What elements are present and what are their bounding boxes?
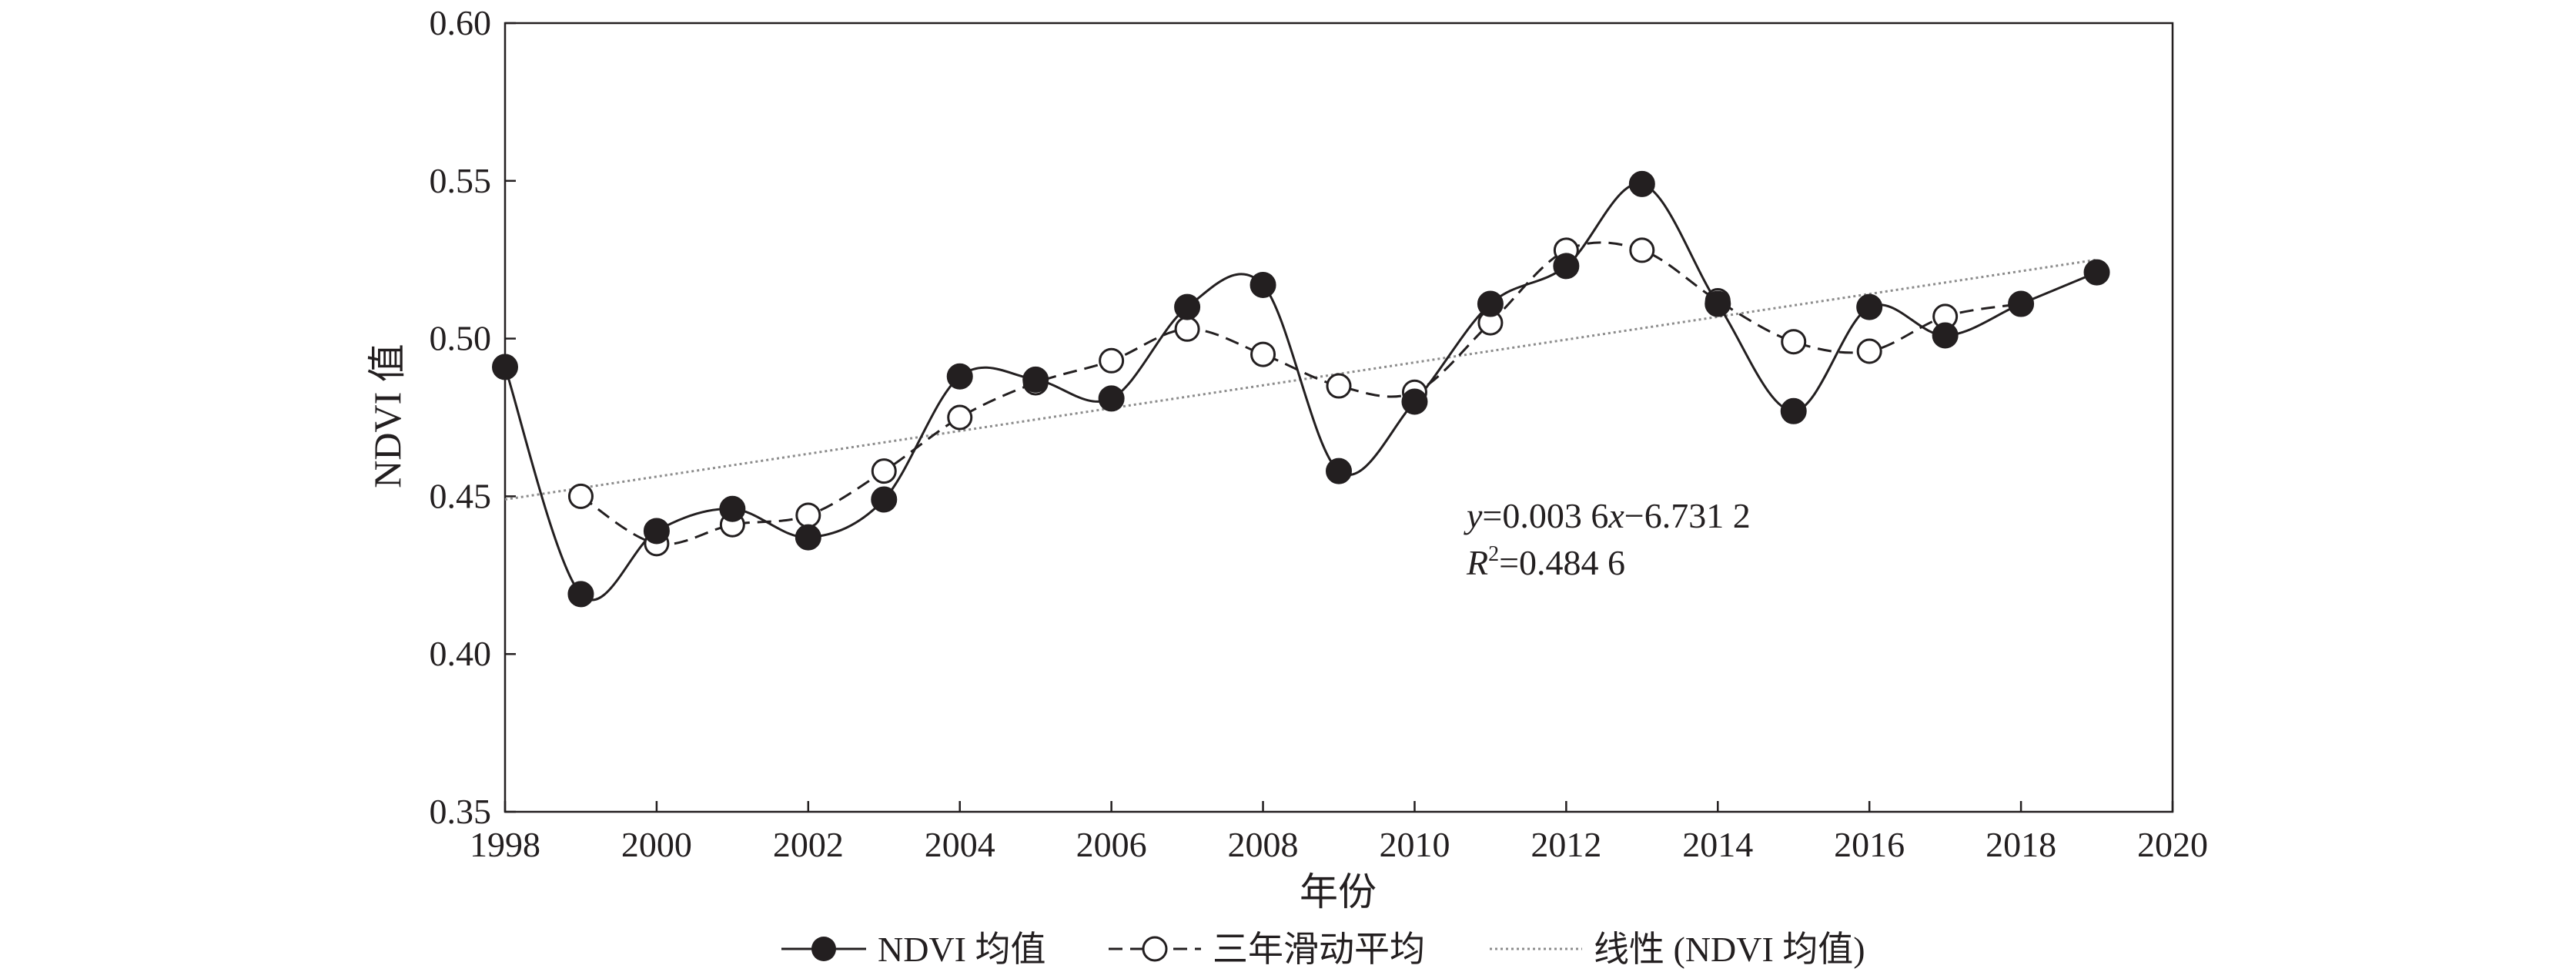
- r2-superscript: 2: [1488, 542, 1499, 566]
- x-tick-label: 2010: [1379, 825, 1450, 864]
- y-tick-label: 0.55: [430, 161, 492, 200]
- ndvi-mean-point: [1022, 366, 1049, 393]
- ndvi-mean-point: [1401, 388, 1428, 415]
- eq-y-var: y: [1464, 496, 1483, 535]
- annotation-layer: y=0.003 6x−6.731 2 R2=0.484 6: [1464, 496, 1751, 582]
- eq-slope: =0.003 6: [1482, 496, 1608, 535]
- ndvi-mean-point: [1628, 170, 1655, 197]
- moving-average-point: [871, 458, 897, 484]
- legend-moving-marker: [1142, 936, 1168, 962]
- ndvi-mean-point: [1780, 397, 1807, 424]
- eq-x-var: x: [1607, 496, 1624, 535]
- moving-average-point: [1250, 341, 1276, 367]
- moving-average-point: [1099, 347, 1125, 374]
- plot-frame: [503, 22, 2174, 813]
- ndvi-mean-point: [1705, 290, 1731, 317]
- x-axis-title: 年份: [1300, 870, 1377, 913]
- regression-equation: y=0.003 6x−6.731 2: [1464, 496, 1751, 535]
- x-tick-label: 1998: [470, 825, 540, 864]
- plot-border: [503, 22, 2174, 813]
- r-squared: R2=0.484 6: [1466, 542, 1625, 582]
- moving-average-point: [567, 483, 594, 509]
- ndvi-mean-point: [1553, 253, 1580, 280]
- x-tick-label: 2012: [1531, 825, 1601, 864]
- ndvi-mean-point: [1174, 293, 1201, 320]
- r2-r: R: [1466, 543, 1488, 582]
- moving-average-point: [795, 502, 821, 528]
- ndvi-mean-point: [567, 581, 594, 608]
- y-tick-label: 0.60: [430, 3, 492, 42]
- moving-average-point: [1326, 373, 1352, 399]
- ndvi-mean-point: [1326, 458, 1352, 484]
- ndvi-mean-point: [1856, 293, 1883, 320]
- ndvi-mean-point: [1477, 290, 1504, 317]
- moving-average-point: [1174, 316, 1200, 342]
- legend-mean-label: NDVI 均值: [878, 930, 1045, 969]
- x-tick-label: 2008: [1228, 825, 1299, 864]
- eq-intercept: −6.731 2: [1624, 496, 1751, 535]
- y-tick-label: 0.40: [430, 634, 492, 673]
- ndvi-mean-point: [795, 524, 821, 551]
- y-axis: 0.35 0.40 0.45 0.50 0.55 0.60: [430, 3, 516, 831]
- x-tick-label: 2018: [1986, 825, 2056, 864]
- ndvi-mean-point: [946, 363, 973, 390]
- x-tick-label: 2006: [1076, 825, 1147, 864]
- ndvi-mean-point: [492, 354, 518, 380]
- ndvi-mean-point: [871, 486, 898, 513]
- moving-average-point: [1856, 338, 1882, 364]
- x-tick-label: 2004: [925, 825, 995, 864]
- moving-average-line: [580, 241, 2022, 546]
- x-tick-label: 2020: [2137, 825, 2208, 864]
- moving-average-point: [1781, 329, 1807, 355]
- ndvi-mean-point: [1098, 385, 1125, 412]
- series-layer: [492, 170, 2110, 608]
- x-tick-label: 2016: [1834, 825, 1905, 864]
- ndvi-mean-point: [1932, 322, 1959, 349]
- x-axis: 1998 2000 2002 2004 2006 2008 2010 2012 2014 2016…: [470, 801, 2208, 864]
- x-tick-label: 2000: [621, 825, 692, 864]
- x-tick-label: 2002: [773, 825, 844, 864]
- legend-trend-label: 线性 (NDVI 均值): [1594, 930, 1865, 969]
- ndvi-mean-line: [503, 183, 2098, 602]
- ndvi-mean-point: [2008, 290, 2035, 317]
- ndvi-mean-point: [2083, 259, 2110, 286]
- y-tick-label: 0.35: [430, 792, 492, 831]
- r2-value: =0.484 6: [1499, 543, 1625, 582]
- legend-mean-marker: [811, 937, 836, 961]
- x-tick-label: 2014: [1682, 825, 1753, 864]
- y-tick-label: 0.50: [430, 319, 492, 358]
- ndvi-mean-point: [643, 518, 670, 545]
- ndvi-mean-point: [719, 495, 746, 522]
- legend-moving-label: 三年滑动平均: [1213, 930, 1425, 969]
- moving-average-point: [947, 404, 973, 431]
- moving-average-point: [1629, 237, 1655, 263]
- legend: NDVI 均值 三年滑动平均 线性 (NDVI 均值): [781, 930, 1865, 969]
- y-axis-title: NDVI 值: [366, 344, 409, 488]
- y-tick-label: 0.45: [430, 476, 492, 515]
- ndvi-mean-point: [1250, 271, 1276, 298]
